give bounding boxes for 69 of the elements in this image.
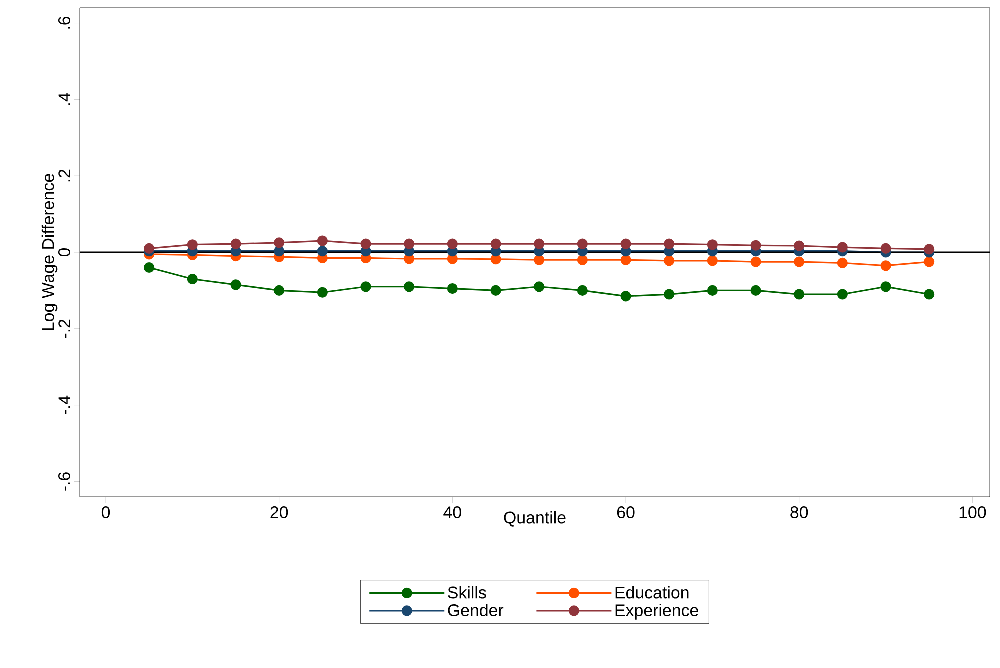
point <box>750 256 762 268</box>
point <box>534 238 545 250</box>
point <box>187 240 198 250</box>
point <box>620 238 632 250</box>
point <box>664 289 675 300</box>
point <box>490 238 502 250</box>
point <box>317 246 328 257</box>
y-tick-label: .2 <box>58 170 70 182</box>
x-tick-label: 0 <box>102 506 110 519</box>
point <box>924 244 935 255</box>
legend-label: Skills <box>448 586 486 599</box>
point <box>577 254 588 266</box>
point <box>404 238 415 250</box>
x-tick-label: 80 <box>790 506 808 519</box>
point <box>750 285 762 296</box>
point <box>924 256 935 268</box>
point <box>577 238 588 250</box>
point <box>924 289 935 300</box>
x-tick-label: 60 <box>617 506 635 519</box>
point <box>880 243 892 254</box>
y-tick-label: .6 <box>58 16 70 29</box>
legend-label: Experience <box>616 604 698 620</box>
point <box>837 289 848 300</box>
point <box>534 254 545 266</box>
legend-label: Education <box>616 586 689 599</box>
point <box>360 238 372 250</box>
point <box>447 284 458 294</box>
y-tick-label: -.6 <box>58 472 70 491</box>
point <box>360 282 372 292</box>
point <box>447 238 458 250</box>
point <box>317 287 328 298</box>
point <box>317 236 328 246</box>
point <box>880 282 892 292</box>
point <box>707 256 718 266</box>
point <box>794 240 805 252</box>
point <box>664 238 675 250</box>
point <box>794 256 805 268</box>
x-tick-label: 40 <box>444 506 462 519</box>
point <box>880 260 892 272</box>
point <box>707 285 718 296</box>
point <box>490 285 502 296</box>
point <box>837 242 848 253</box>
point <box>620 254 632 266</box>
point <box>144 243 155 254</box>
legend-label: Gender <box>448 604 504 617</box>
y-axis-title: Log Wage Difference <box>42 174 58 330</box>
y-tick-label: 0 <box>58 248 70 257</box>
x-tick-label: 20 <box>270 506 288 519</box>
point <box>664 256 675 266</box>
point <box>534 282 545 292</box>
y-tick-label: -.2 <box>58 320 70 338</box>
point <box>274 246 285 257</box>
x-tick-label: 100 <box>960 506 986 519</box>
y-tick-label: -.4 <box>58 396 70 414</box>
y-tick-label: .4 <box>58 93 70 106</box>
point <box>144 262 155 274</box>
point <box>274 238 285 248</box>
point <box>750 240 762 251</box>
point <box>794 289 805 300</box>
point <box>274 285 285 296</box>
point <box>707 240 718 250</box>
point <box>404 282 415 292</box>
point <box>187 274 198 285</box>
x-axis-title: Quantile <box>504 511 566 527</box>
point <box>230 238 242 250</box>
point <box>230 280 242 290</box>
point <box>837 258 848 268</box>
point <box>577 285 588 296</box>
point <box>620 291 632 302</box>
